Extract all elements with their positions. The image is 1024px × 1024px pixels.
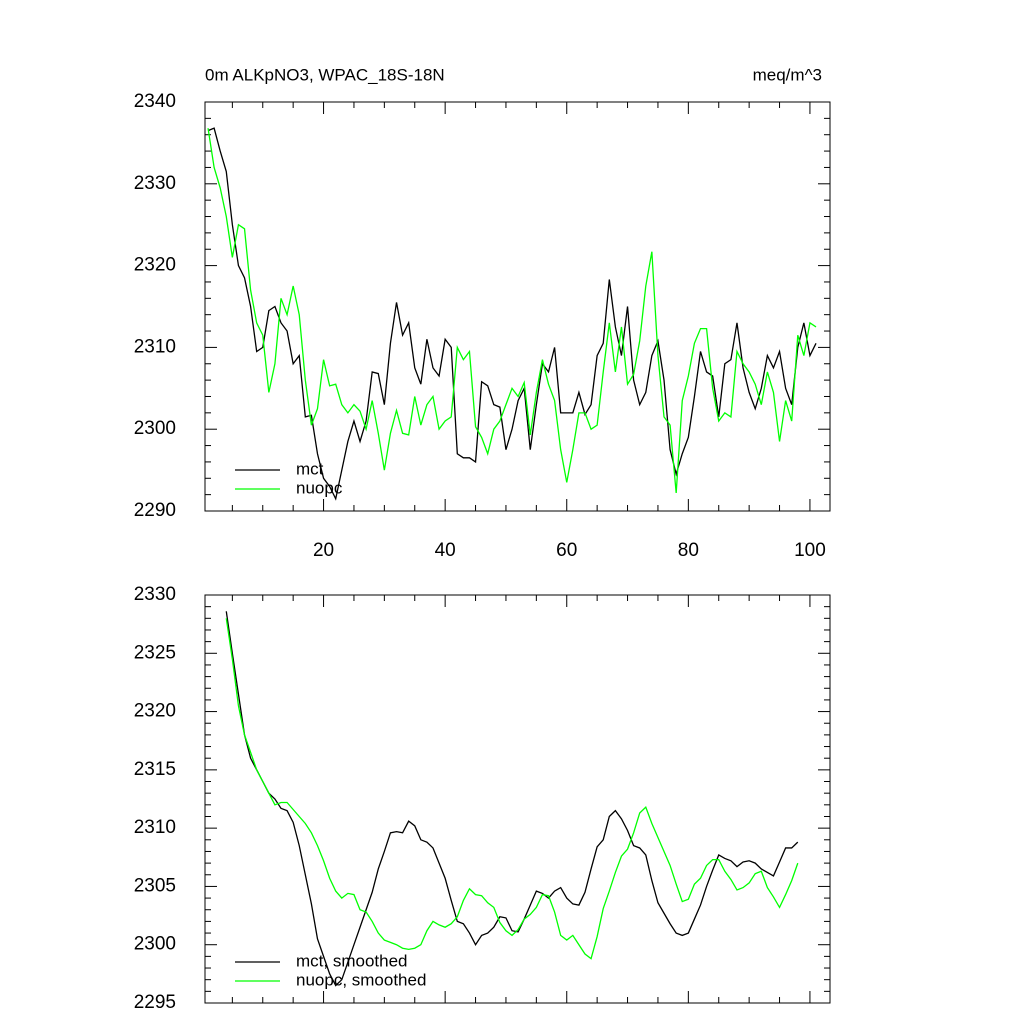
series-line [225, 611, 799, 987]
y-tick-label: 2340 [134, 91, 176, 112]
x-tick-label: 20 [313, 540, 334, 561]
y-tick-label: 2310 [134, 817, 176, 838]
series-line [207, 128, 817, 494]
y-tick-label: 2310 [134, 336, 176, 357]
chart-title: 0m ALKpNO3, WPAC_18S-18N [205, 65, 445, 84]
legend-label: nuopc [296, 478, 343, 497]
legend-label: mct [296, 459, 324, 478]
y-tick-label: 2295 [134, 992, 176, 1013]
legend-label: mct, smoothed [296, 951, 408, 970]
y-tick-label: 2305 [134, 875, 176, 896]
x-tick-label: 60 [556, 540, 577, 561]
chart-units: meq/m^3 [753, 65, 822, 84]
y-tick-label: 2320 [134, 255, 176, 276]
series-line [207, 127, 817, 501]
y-tick-label: 2300 [134, 418, 176, 439]
y-tick-label: 2325 [134, 642, 176, 663]
x-tick-label: 80 [678, 540, 699, 561]
plot-frame [204, 594, 831, 1004]
plot-frame [204, 101, 831, 512]
legend-label: nuopc, smoothed [296, 970, 426, 989]
x-tick-label: 100 [794, 540, 826, 561]
series-line [225, 618, 799, 960]
x-tick-label: 40 [435, 540, 456, 561]
y-tick-label: 2300 [134, 934, 176, 955]
y-tick-label: 2320 [134, 701, 176, 722]
y-tick-label: 2330 [134, 173, 176, 194]
y-tick-label: 2315 [134, 759, 176, 780]
y-tick-label: 2290 [134, 500, 176, 521]
y-tick-label: 2330 [134, 584, 176, 605]
